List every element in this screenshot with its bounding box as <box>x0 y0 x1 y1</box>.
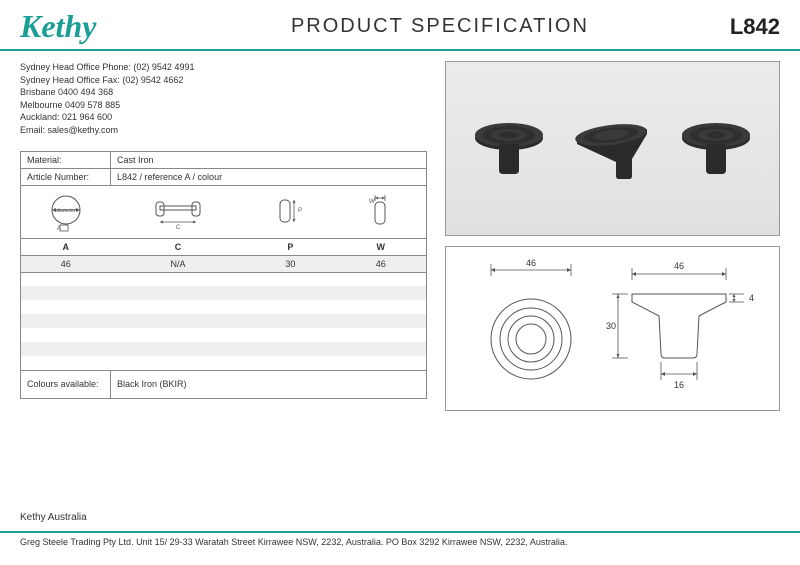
table-row: Article Number: L842 / reference A / col… <box>21 168 427 185</box>
footer-company: Kethy Australia <box>20 512 87 523</box>
dim-header-c: C <box>111 238 246 255</box>
top-view-drawing: 46 <box>461 254 601 404</box>
footer-address: Greg Steele Trading Pty Ltd. Unit 15/ 29… <box>0 531 800 547</box>
dim-header-a: A <box>21 238 111 255</box>
w-icon: W <box>335 185 426 238</box>
table-row <box>21 328 427 342</box>
contact-block: Sydney Head Office Phone: (02) 9542 4991… <box>20 61 427 137</box>
side-view-drawing: 46 4 30 16 <box>604 254 764 404</box>
p-icon: P <box>245 185 335 238</box>
contact-line: Email: sales@kethy.com <box>20 124 427 137</box>
svg-text:diameter: diameter <box>56 208 76 214</box>
svg-text:30: 30 <box>606 321 616 331</box>
contact-line: Melbourne 0409 578 885 <box>20 99 427 112</box>
contact-line: Auckland: 021 964 600 <box>20 111 427 124</box>
article-value: L842 / reference A / colour <box>111 168 427 185</box>
diameter-icon: diameter A <box>21 185 111 238</box>
knob-icon <box>567 104 657 194</box>
dim-header-w: W <box>335 238 426 255</box>
product-photo <box>445 61 780 236</box>
svg-text:W: W <box>369 199 375 205</box>
svg-text:P: P <box>298 208 302 214</box>
table-row <box>21 300 427 314</box>
table-row <box>21 272 427 286</box>
colours-value: Black Iron (BKIR) <box>111 370 427 398</box>
knob-icon <box>676 104 756 194</box>
svg-text:46: 46 <box>526 258 536 268</box>
material-label: Material: <box>21 151 111 168</box>
knob-icon <box>469 104 549 194</box>
contact-line: Sydney Head Office Fax: (02) 9542 4662 <box>20 74 427 87</box>
dim-a: 46 <box>21 255 111 272</box>
contact-line: Sydney Head Office Phone: (02) 9542 4991 <box>20 61 427 74</box>
brand-logo: Kethy <box>20 8 150 45</box>
article-label: Article Number: <box>21 168 111 185</box>
svg-text:46: 46 <box>674 261 684 271</box>
svg-text:C: C <box>176 225 181 231</box>
header: Kethy PRODUCT SPECIFICATION L842 <box>0 0 800 51</box>
dimension-value-row: 46 N/A 30 46 <box>21 255 427 272</box>
technical-drawing: 46 46 4 <box>445 246 780 411</box>
spec-table: Material: Cast Iron Article Number: L842… <box>20 151 427 399</box>
product-code: L842 <box>730 14 780 40</box>
material-value: Cast Iron <box>111 151 427 168</box>
dimension-header-row: A C P W <box>21 238 427 255</box>
dimension-icons-row: diameter A C <box>21 185 427 238</box>
dim-p: 30 <box>245 255 335 272</box>
svg-text:16: 16 <box>674 380 684 390</box>
table-row <box>21 314 427 328</box>
table-row <box>21 342 427 356</box>
dim-header-p: P <box>245 238 335 255</box>
table-row <box>21 286 427 300</box>
dim-w: 46 <box>335 255 426 272</box>
table-row <box>21 356 427 370</box>
table-row: Material: Cast Iron <box>21 151 427 168</box>
dim-c: N/A <box>111 255 246 272</box>
colours-row: Colours available: Black Iron (BKIR) <box>21 370 427 398</box>
colours-label: Colours available: <box>21 370 111 398</box>
c-icon: C <box>111 185 246 238</box>
page-title: PRODUCT SPECIFICATION <box>150 15 730 38</box>
svg-text:4: 4 <box>749 293 754 303</box>
contact-line: Brisbane 0400 494 368 <box>20 86 427 99</box>
